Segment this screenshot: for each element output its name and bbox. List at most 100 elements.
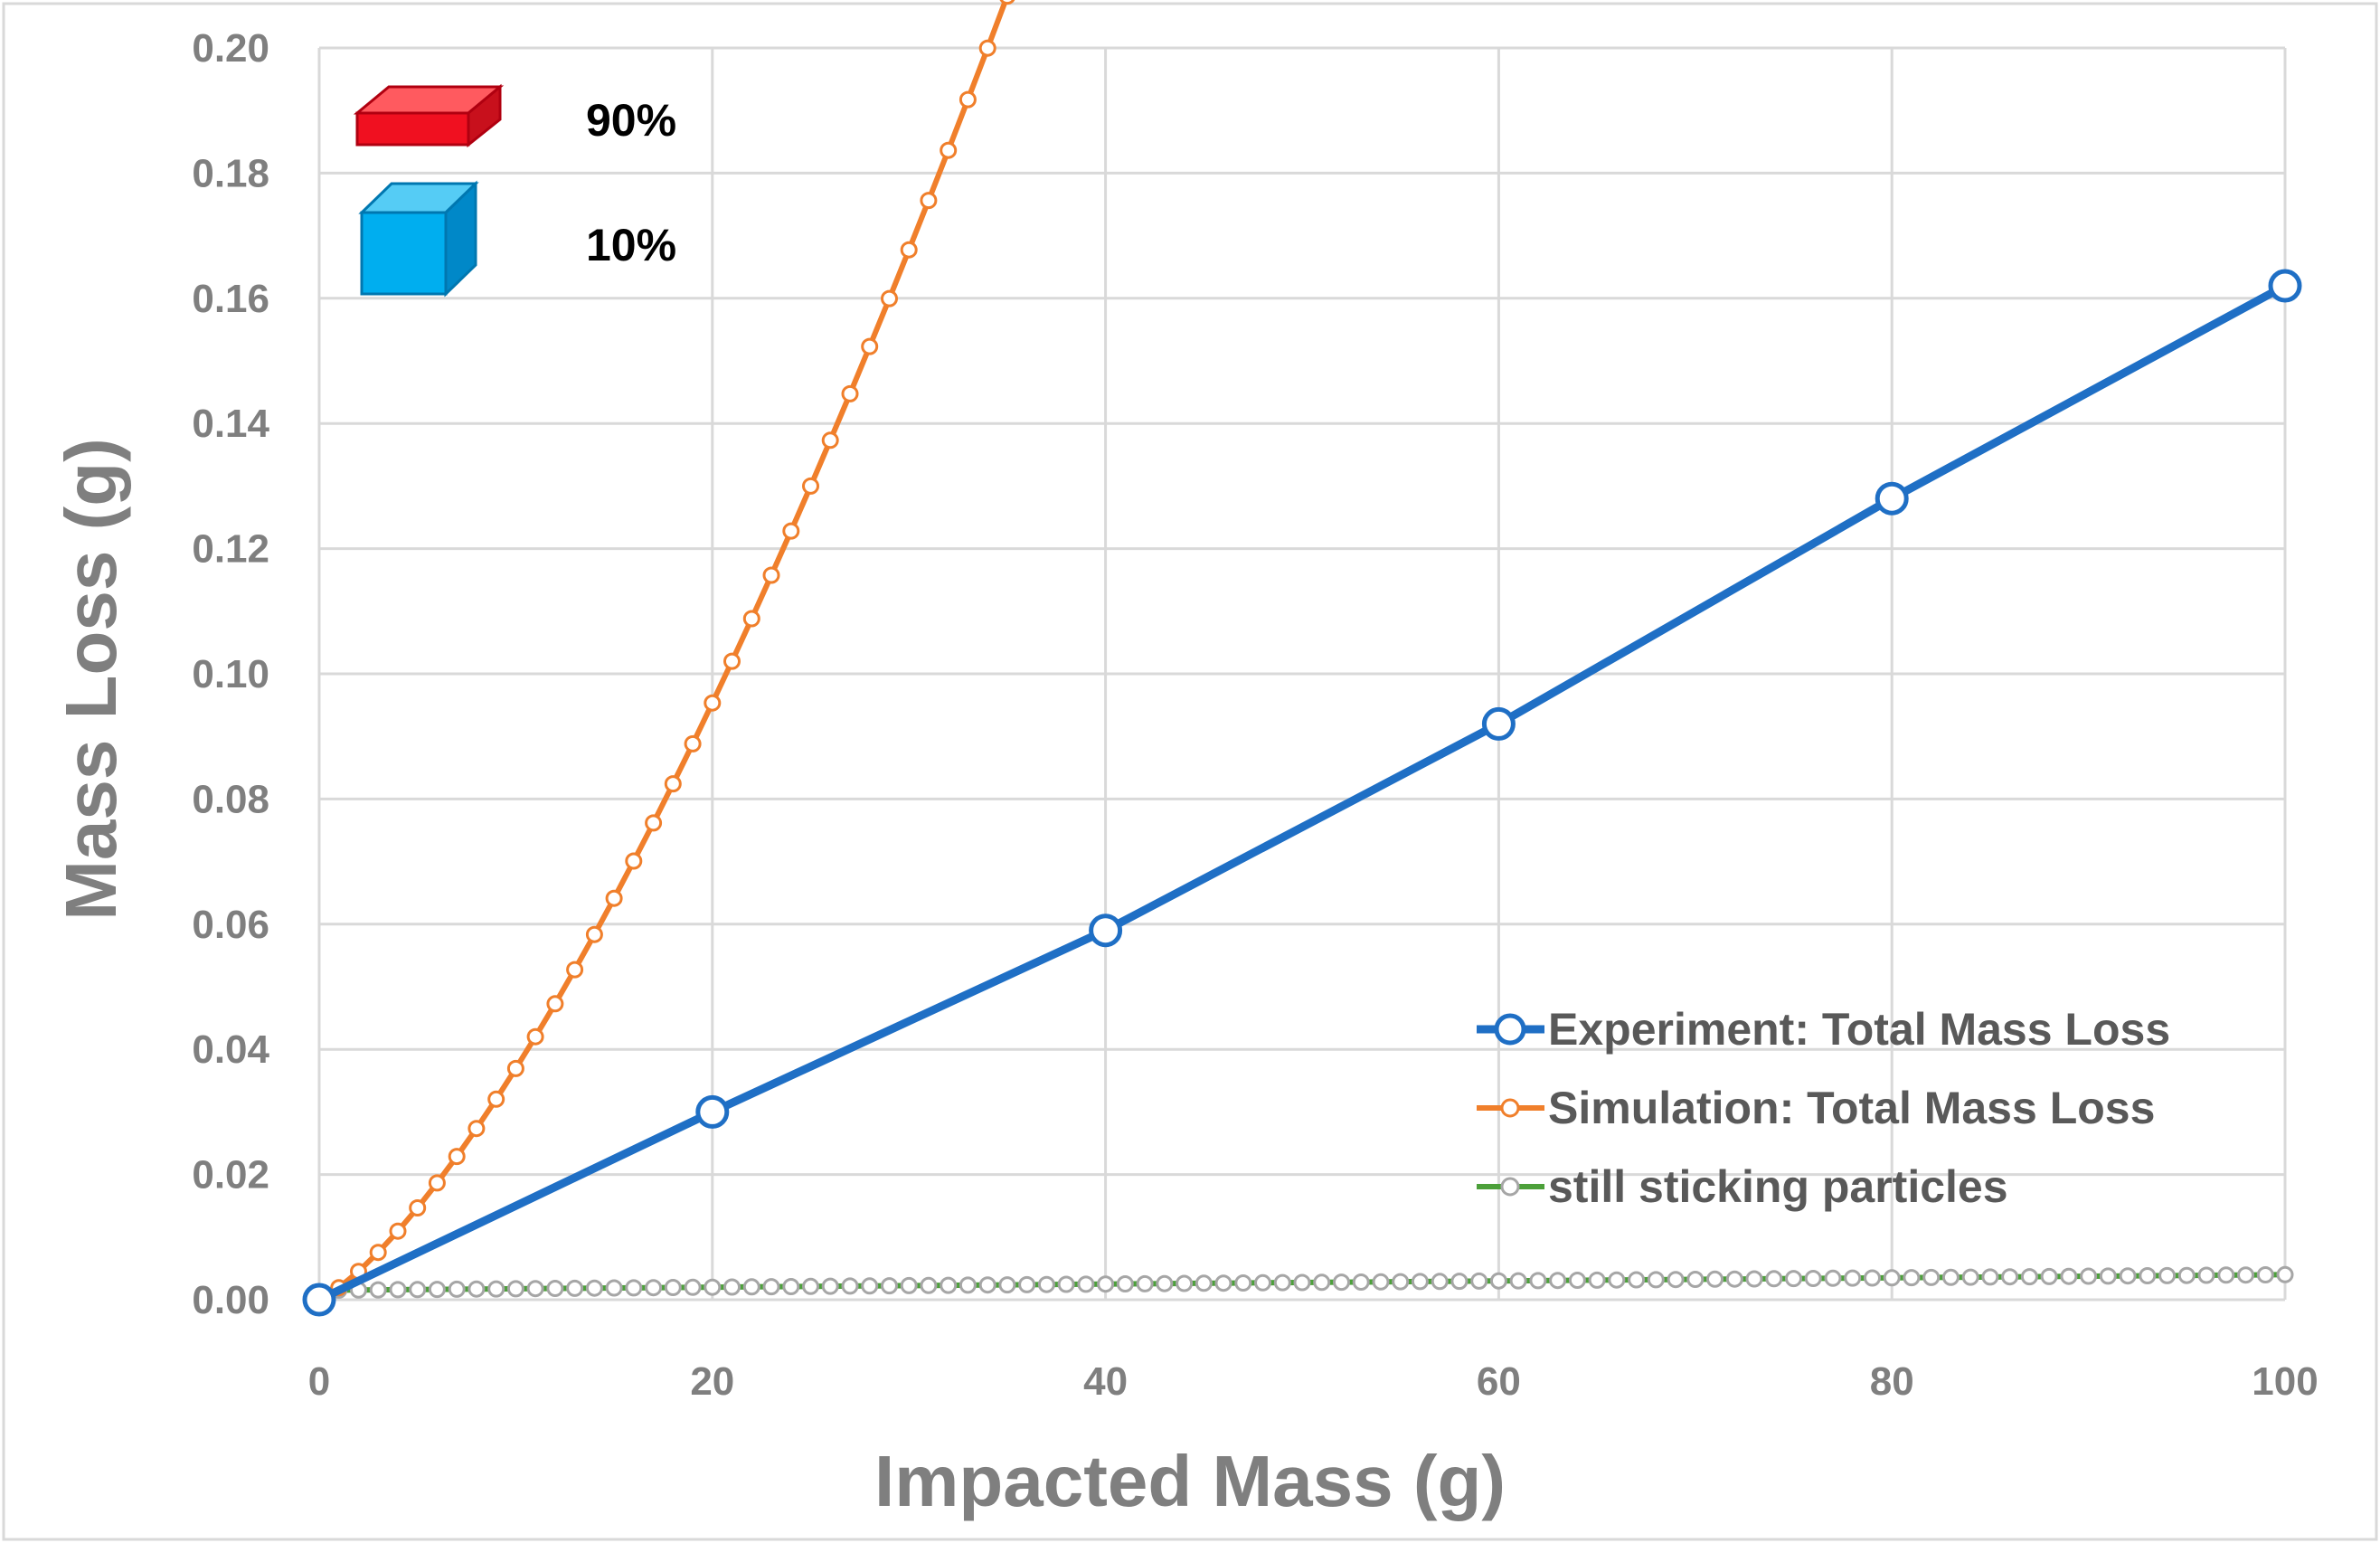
simulation-point — [999, 0, 1015, 5]
sticking-point — [1489, 1272, 1507, 1290]
simulation-point — [585, 925, 603, 943]
simulation-point — [762, 566, 780, 584]
sticking-point — [1608, 1271, 1626, 1289]
sticking-point — [2139, 1267, 2157, 1284]
y-tick-label: 0.16 — [192, 277, 269, 321]
sticking-point — [468, 1280, 486, 1298]
y-tick-label: 0.18 — [192, 151, 269, 195]
sticking-point — [978, 1276, 996, 1294]
simulation-point — [664, 775, 682, 793]
series-experiment — [302, 269, 2302, 1317]
simulation-point — [409, 1199, 427, 1216]
simulation-point — [920, 192, 938, 210]
y-tick-label: 0.08 — [192, 777, 269, 821]
sticking-point — [409, 1281, 427, 1299]
simulation-point — [978, 39, 996, 57]
simulation-point — [369, 1244, 387, 1262]
sticking-point — [1333, 1273, 1350, 1292]
sticking-point — [684, 1278, 702, 1296]
sticking-point — [2001, 1268, 2019, 1286]
simulation-point — [566, 961, 584, 979]
sticking-point — [2119, 1267, 2137, 1285]
y-tick-label: 0.06 — [192, 903, 269, 947]
simulation-point — [742, 610, 760, 628]
sticking-point — [2177, 1266, 2196, 1284]
sticking-point — [1450, 1273, 1469, 1291]
sticking-point — [1804, 1270, 1822, 1287]
sticking-point — [1037, 1275, 1055, 1293]
simulation-point — [487, 1090, 505, 1108]
sticking-point — [369, 1281, 387, 1299]
simulation-point — [959, 90, 977, 109]
sticking-point — [861, 1277, 879, 1295]
sticking-point — [1568, 1272, 1586, 1289]
sticking-point — [1156, 1274, 1174, 1292]
sticking-point — [1411, 1273, 1429, 1291]
sticking-line — [338, 1272, 2286, 1293]
sticking-point — [566, 1279, 584, 1297]
sticking-point — [448, 1280, 466, 1298]
sticking-point — [1116, 1275, 1134, 1292]
simulation-point — [448, 1148, 466, 1166]
legend-item-simulation: Simulation: Total Mass Loss — [1477, 1083, 2155, 1133]
legend-marker-sticking — [1500, 1177, 1520, 1197]
x-tick-label: 80 — [1870, 1359, 1914, 1404]
simulation-point — [821, 431, 839, 450]
simulation-point — [428, 1174, 446, 1192]
sticking-point — [1667, 1271, 1685, 1289]
sticking-point — [2080, 1267, 2098, 1285]
sticking-point — [506, 1280, 524, 1298]
simulation-point — [881, 289, 898, 308]
sticking-point — [2020, 1268, 2038, 1286]
sticking-point — [585, 1279, 603, 1297]
sticking-point — [1293, 1273, 1311, 1292]
sticking-point — [1057, 1275, 1075, 1293]
series-simulation — [330, 0, 1015, 1297]
sticking-point — [1431, 1273, 1449, 1291]
sticking-point — [802, 1277, 819, 1295]
y-tick-label: 0.12 — [192, 527, 269, 572]
sticking-point — [821, 1277, 839, 1295]
sticking-point — [2217, 1266, 2235, 1284]
legend-label-simulation: Simulation: Total Mass Loss — [1548, 1083, 2155, 1133]
x-tick-label: 0 — [308, 1359, 330, 1404]
sticking-point — [940, 1276, 958, 1294]
y-axis-title: Mass Loss (g) — [51, 438, 131, 920]
inset-label-10: 10% — [586, 220, 676, 270]
simulation-point — [645, 814, 663, 832]
sticking-point — [1844, 1269, 1862, 1287]
simulation-point — [782, 522, 800, 540]
legend-marker-simulation — [1500, 1098, 1520, 1118]
sticking-point — [1725, 1270, 1743, 1288]
experiment-point — [695, 1094, 730, 1129]
sticking-point — [2237, 1266, 2254, 1284]
sticking-point — [1195, 1274, 1213, 1292]
sticking-point — [1628, 1271, 1646, 1289]
sticking-point — [998, 1276, 1016, 1294]
experiment-point — [2268, 269, 2302, 303]
experiment-point — [1089, 913, 1123, 948]
simulation-point — [526, 1027, 544, 1046]
simulation-point — [861, 337, 879, 355]
simulation-point — [841, 384, 859, 402]
inset-legend: 90% 10% — [353, 83, 676, 298]
sticking-point — [959, 1276, 977, 1294]
x-tick-label: 40 — [1083, 1359, 1128, 1404]
sticking-point — [1254, 1273, 1271, 1292]
sticking-point — [1824, 1269, 1842, 1287]
simulation-point — [684, 734, 702, 753]
sticking-point — [1214, 1274, 1232, 1292]
sticking-point — [762, 1278, 780, 1296]
sticking-point — [1136, 1274, 1154, 1292]
sticking-point — [1883, 1269, 1901, 1287]
inset-label-90: 90% — [586, 95, 676, 146]
sticking-point — [1961, 1268, 1979, 1286]
legend-item-experiment: Experiment: Total Mass Loss — [1477, 1004, 2170, 1055]
sticking-point — [782, 1278, 800, 1295]
sticking-point — [1392, 1273, 1410, 1291]
simulation-point — [546, 995, 564, 1013]
sticking-point — [2040, 1267, 2058, 1285]
